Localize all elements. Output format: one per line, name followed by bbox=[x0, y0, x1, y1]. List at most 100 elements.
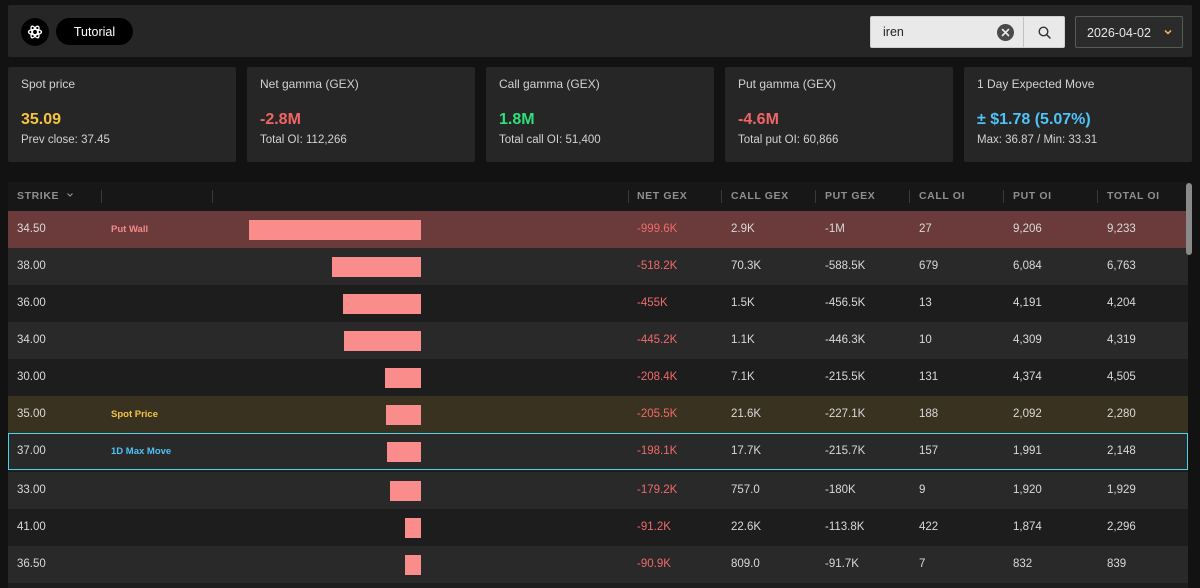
search-input[interactable] bbox=[883, 17, 1003, 47]
net-gex-bar bbox=[405, 555, 421, 575]
put-gex-cell: -227.1K bbox=[825, 408, 866, 420]
total-oi-cell: 6,763 bbox=[1107, 260, 1136, 272]
put-oi-cell: 4,191 bbox=[1013, 297, 1042, 309]
sort-chevron-icon bbox=[66, 193, 73, 197]
card-sub: Total OI: 112,266 bbox=[260, 134, 347, 146]
column-header-put-oi[interactable]: PUT OI bbox=[1013, 190, 1052, 202]
table-row[interactable]: 30.00 -208.4K 7.1K -215.5K 131 4,374 4,505 bbox=[8, 359, 1188, 396]
card-sub: Prev close: 37.45 bbox=[21, 134, 110, 146]
call-gex-cell: 1.5K bbox=[731, 297, 755, 309]
tutorial-button[interactable]: Tutorial bbox=[56, 18, 133, 45]
column-separator bbox=[1097, 190, 1098, 203]
table-row[interactable]: 34.00 -445.2K 1.1K -446.3K 10 4,309 4,319 bbox=[8, 322, 1188, 359]
total-oi-cell: 2,296 bbox=[1107, 521, 1136, 533]
call-gex-cell: 7.1K bbox=[731, 371, 755, 383]
table-row[interactable]: 38.00 -518.2K 70.3K -588.5K 679 6,084 6,763 bbox=[8, 248, 1188, 285]
net-gex-cell: -90.9K bbox=[637, 558, 671, 570]
card-value: -4.6M bbox=[738, 111, 779, 128]
table-scrollbar[interactable] bbox=[1186, 183, 1192, 255]
net-gex-cell: -455K bbox=[637, 297, 668, 309]
strike-cell: 37.00 bbox=[17, 445, 46, 457]
card-value: 35.09 bbox=[21, 111, 62, 128]
column-header-put-gex[interactable]: PUT GEX bbox=[825, 190, 876, 202]
strike-cell: 34.50 bbox=[17, 223, 46, 235]
card-label: Net gamma (GEX) bbox=[260, 77, 359, 91]
clear-icon[interactable] bbox=[997, 24, 1014, 41]
strike-cell: 35.00 bbox=[17, 408, 46, 420]
table-row[interactable]: 33.00 -179.2K 757.0 -180K 9 1,920 1,929 bbox=[8, 472, 1188, 509]
call-oi-cell: 422 bbox=[919, 521, 939, 533]
strike-cell: 41.00 bbox=[17, 521, 46, 533]
column-header-call-gex[interactable]: CALL GEX bbox=[731, 190, 789, 202]
put-gex-cell: -456.5K bbox=[825, 297, 866, 309]
net-gex-bar bbox=[385, 368, 421, 388]
put-gex-cell: -446.3K bbox=[825, 334, 866, 346]
put-gex-cell: -1M bbox=[825, 223, 845, 235]
net-gex-bar bbox=[249, 220, 421, 240]
total-oi-cell: 4,204 bbox=[1107, 297, 1136, 309]
card-expected-move: 1 Day Expected Move ± $1.78 (5.07%) Max:… bbox=[964, 67, 1192, 162]
call-oi-cell: 679 bbox=[919, 260, 939, 272]
table-row[interactable]: 36.50 -90.9K 809.0 -91.7K 7 832 839 bbox=[8, 546, 1188, 583]
column-header-call-oi[interactable]: CALL OI bbox=[919, 190, 966, 202]
call-oi-cell: 7 bbox=[919, 558, 926, 570]
gex-table: STRIKE NET GEX CALL GEX PUT GEX CALL OI … bbox=[8, 182, 1188, 588]
call-gex-cell: 21.6K bbox=[731, 408, 762, 420]
column-header-label: STRIKE bbox=[17, 190, 60, 202]
call-oi-cell: 188 bbox=[919, 408, 939, 420]
net-gex-cell: -179.2K bbox=[637, 484, 678, 496]
total-oi-cell: 4,319 bbox=[1107, 334, 1136, 346]
card-value: ± $1.78 (5.07%) bbox=[977, 111, 1091, 128]
put-oi-cell: 6,084 bbox=[1013, 260, 1042, 272]
net-gex-cell: -198.1K bbox=[637, 445, 678, 457]
card-label: Spot price bbox=[21, 77, 76, 91]
net-gex-bar bbox=[405, 518, 421, 538]
date-value: 2026-04-02 bbox=[1087, 26, 1151, 40]
net-gex-bar bbox=[342, 294, 421, 314]
put-gex-cell: -215.5K bbox=[825, 371, 866, 383]
call-oi-cell: 13 bbox=[919, 297, 932, 309]
card-sub: Total put OI: 60,866 bbox=[738, 134, 839, 146]
net-gex-bar bbox=[331, 257, 421, 277]
column-header-net-gex[interactable]: NET GEX bbox=[637, 190, 688, 202]
net-gex-bar bbox=[386, 442, 421, 462]
date-select[interactable]: 2026-04-02 bbox=[1075, 16, 1183, 48]
call-gex-cell: 809.0 bbox=[731, 558, 760, 570]
strike-cell: 36.50 bbox=[17, 558, 46, 570]
total-oi-cell: 4,505 bbox=[1107, 371, 1136, 383]
level-tag: 1D Max Move bbox=[111, 446, 172, 457]
column-separator bbox=[909, 190, 910, 203]
column-header-strike[interactable]: STRIKE bbox=[17, 182, 74, 211]
put-gex-cell: -588.5K bbox=[825, 260, 866, 272]
net-gex-cell: -518.2K bbox=[637, 260, 678, 272]
column-header-total-oi[interactable]: TOTAL OI bbox=[1107, 190, 1160, 202]
put-gex-cell: -215.7K bbox=[825, 445, 866, 457]
strike-cell: 34.00 bbox=[17, 334, 46, 346]
search-icon bbox=[1038, 25, 1051, 39]
call-gex-cell: 70.3K bbox=[731, 260, 762, 272]
table-row[interactable]: 34.50 Put Wall -999.6K 2.9K -1M 27 9,206 9,233 bbox=[8, 211, 1188, 248]
net-gex-bar bbox=[385, 405, 421, 425]
put-gex-cell: -113.8K bbox=[825, 521, 865, 533]
call-gex-cell: 17.7K bbox=[731, 445, 762, 457]
card-sub: Total call OI: 51,400 bbox=[499, 134, 601, 146]
level-tag: Spot Price bbox=[111, 409, 158, 420]
search-button[interactable] bbox=[1024, 17, 1065, 47]
put-gex-cell: -180K bbox=[825, 484, 856, 496]
search-box bbox=[870, 16, 1065, 48]
table-row[interactable]: 36.00 -455K 1.5K -456.5K 13 4,191 4,204 bbox=[8, 285, 1188, 322]
net-gex-cell: -208.4K bbox=[637, 371, 678, 383]
total-oi-cell: 2,280 bbox=[1107, 408, 1136, 420]
card-label: 1 Day Expected Move bbox=[977, 77, 1095, 91]
table-header: STRIKE NET GEX CALL GEX PUT GEX CALL OI … bbox=[8, 182, 1188, 211]
put-oi-cell: 2,092 bbox=[1013, 408, 1042, 420]
strike-cell: 33.00 bbox=[17, 484, 46, 496]
logo-button[interactable] bbox=[21, 18, 49, 46]
table-row[interactable]: 35.00 Spot Price -205.5K 21.6K -227.1K 188 2,0… bbox=[8, 396, 1188, 433]
call-oi-cell: 131 bbox=[919, 371, 939, 383]
strike-cell: 36.00 bbox=[17, 297, 46, 309]
table-row[interactable]: 37.00 1D Max Move -198.1K 17.7K -215.7K 157 1,… bbox=[8, 433, 1188, 470]
table-row[interactable]: 41.00 -91.2K 22.6K -113.8K 422 1,874 2,296 bbox=[8, 509, 1188, 546]
call-gex-cell: 2.9K bbox=[731, 223, 755, 235]
put-oi-cell: 1,874 bbox=[1013, 521, 1042, 533]
